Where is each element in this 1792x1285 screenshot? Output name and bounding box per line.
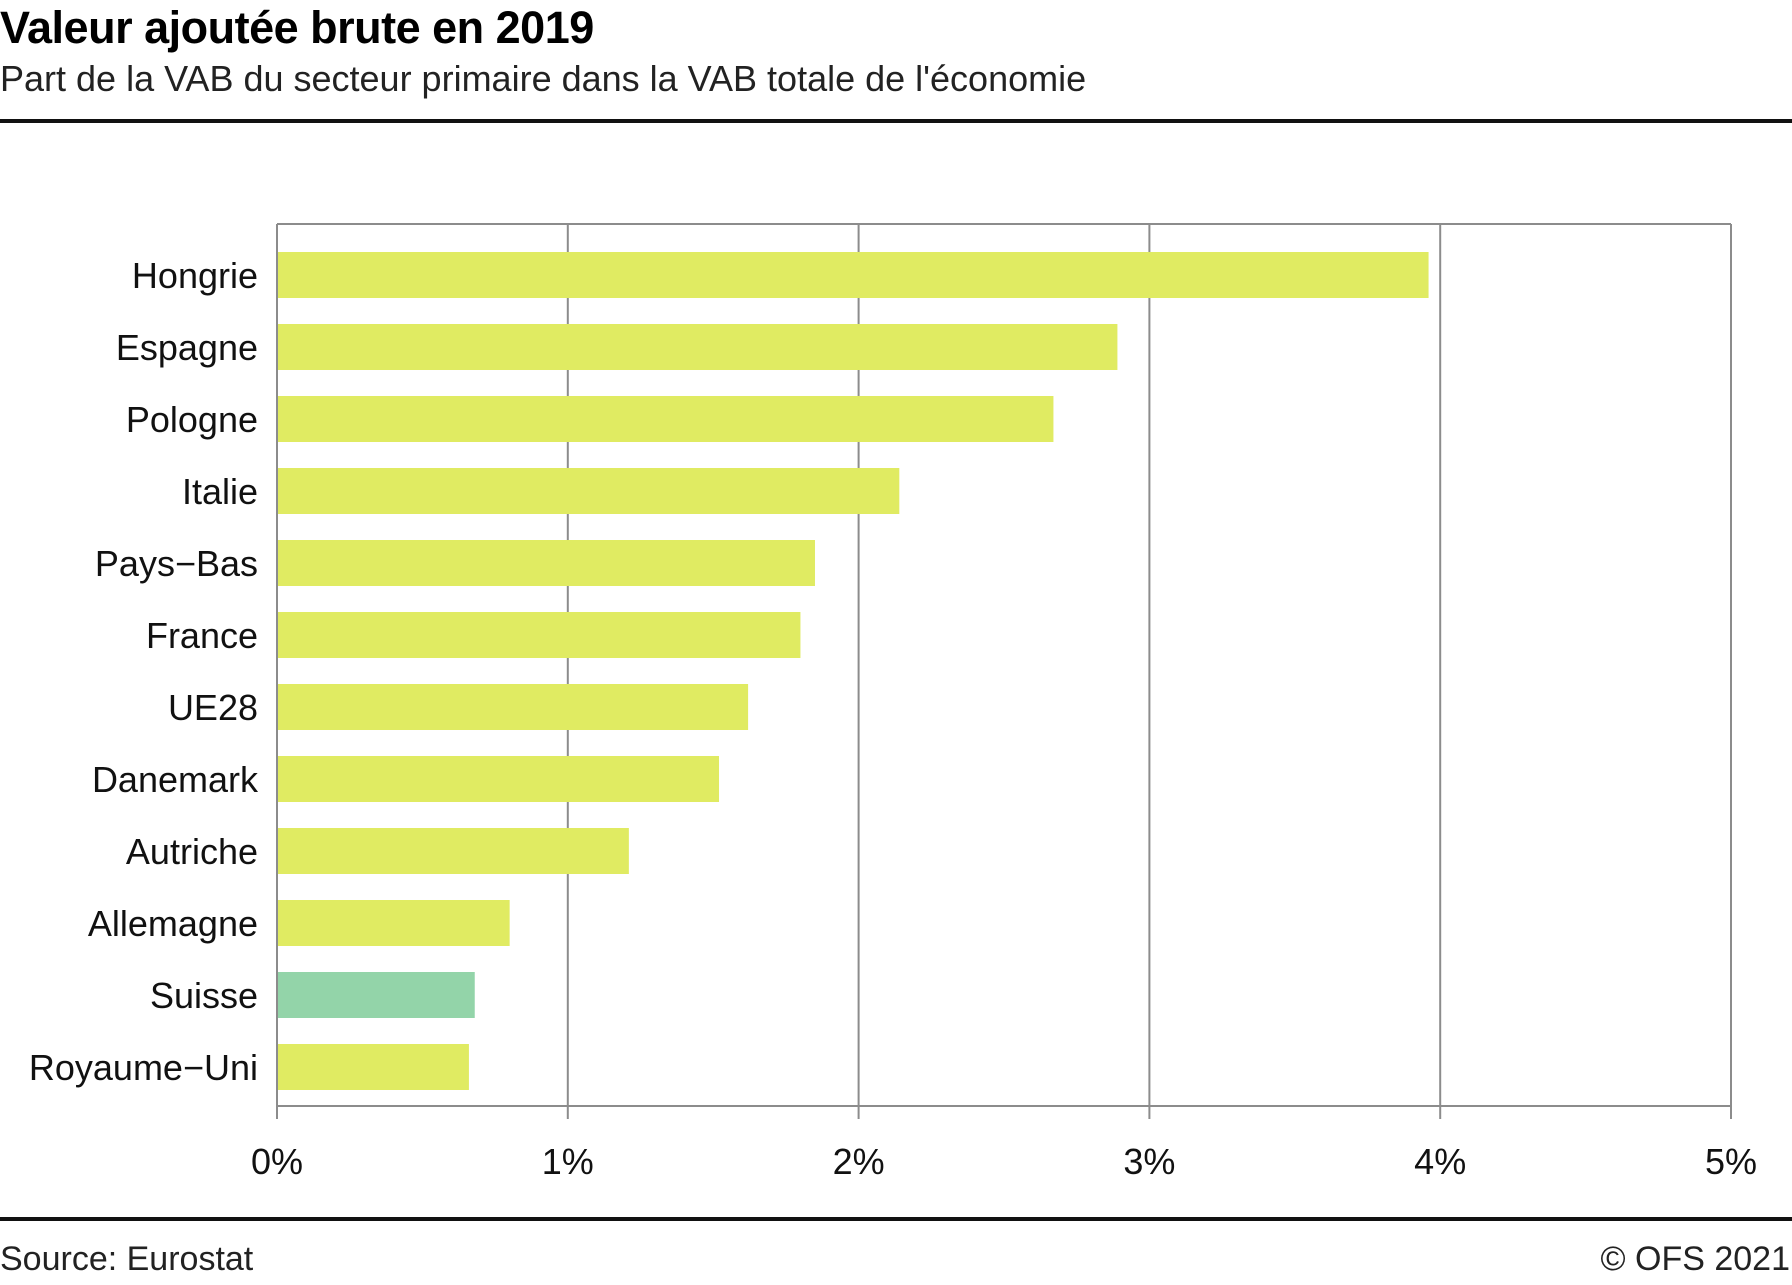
bar-danemark <box>278 756 720 802</box>
x-tick-label: 1% <box>542 1141 594 1182</box>
tick-labels: 0% 1% 2% 3% 4% 5% <box>251 1141 1757 1182</box>
category-labels: Hongrie Espagne Pologne Italie Pays−Bas Franc… <box>29 255 259 1088</box>
axes <box>277 223 1731 1107</box>
category-label: Royaume−Uni <box>29 1047 258 1088</box>
x-tick-label: 4% <box>1414 1141 1466 1182</box>
category-label: Suisse <box>150 975 258 1016</box>
footer-rule <box>0 1217 1792 1221</box>
bar-pays-bas <box>278 540 815 586</box>
bar-espagne <box>278 324 1118 370</box>
bar-royaume-uni <box>278 1044 469 1090</box>
bar-ue28 <box>278 684 749 730</box>
bar-italie <box>278 468 900 514</box>
category-label: UE28 <box>168 687 258 728</box>
bar-pologne <box>278 396 1054 442</box>
category-label: Pologne <box>126 399 258 440</box>
gridlines <box>276 224 1732 1119</box>
category-label: France <box>146 615 258 656</box>
x-tick-label: 5% <box>1705 1141 1757 1182</box>
source-note: Source: Eurostat <box>0 1240 254 1278</box>
bar-autriche <box>278 828 629 874</box>
category-label: Espagne <box>116 327 258 368</box>
chart-subtitle: Part de la VAB du secteur primaire dans … <box>0 58 1087 99</box>
bar-france <box>278 612 801 658</box>
bars <box>278 252 1429 1090</box>
category-label: Allemagne <box>88 903 258 944</box>
copyright-note: © OFS 2021 <box>1600 1240 1790 1278</box>
category-label: Danemark <box>92 759 259 800</box>
category-label: Italie <box>182 471 258 512</box>
header-rule <box>0 119 1792 123</box>
bar-hongrie <box>278 252 1429 298</box>
x-tick-label: 3% <box>1123 1141 1175 1182</box>
x-tick-label: 0% <box>251 1141 303 1182</box>
chart-title: Valeur ajoutée brute en 2019 <box>0 2 594 53</box>
category-label: Hongrie <box>132 255 258 296</box>
category-label: Autriche <box>126 831 258 872</box>
category-label: Pays−Bas <box>95 543 258 584</box>
bar-allemagne <box>278 900 510 946</box>
x-tick-label: 2% <box>833 1141 885 1182</box>
bar-suisse <box>278 972 475 1018</box>
